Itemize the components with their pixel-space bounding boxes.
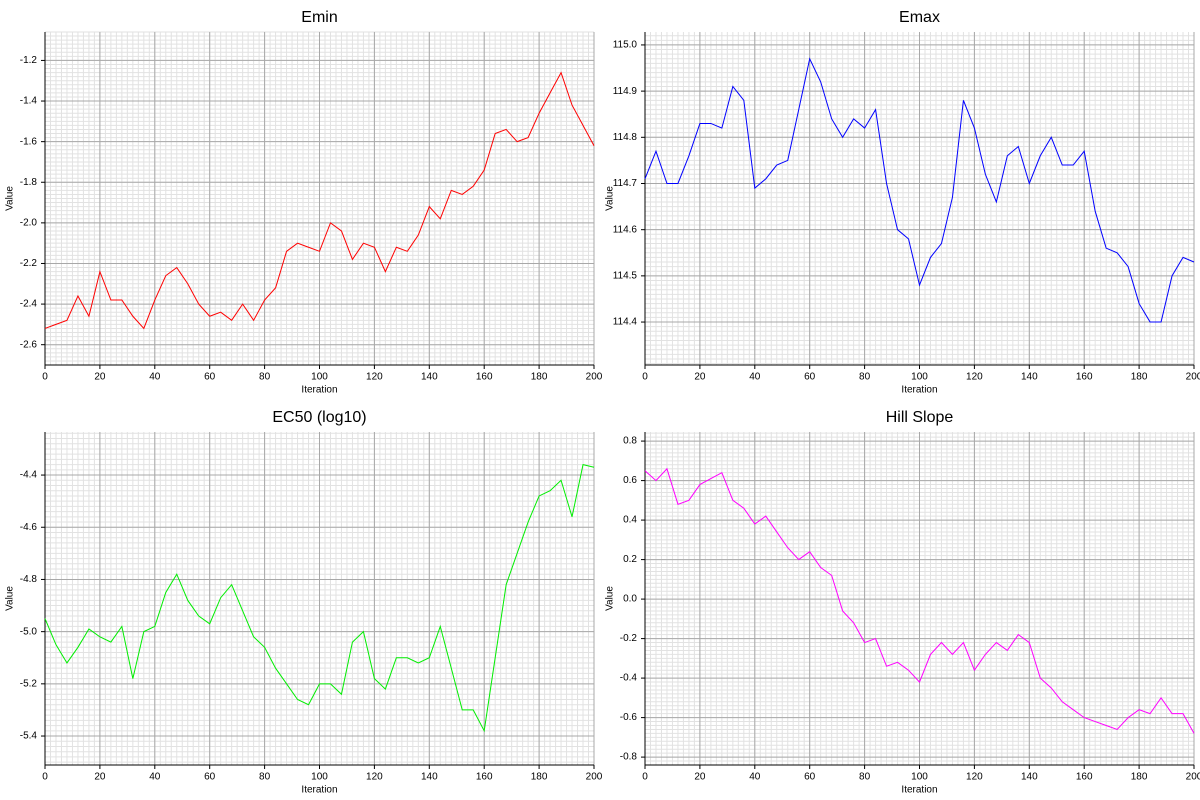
x-tick-label: 60 (204, 772, 216, 783)
y-axis-label: Value (5, 186, 16, 211)
y-tick-label: 114.8 (613, 132, 638, 143)
x-tick-label: 140 (1021, 772, 1038, 783)
x-tick-label: 60 (804, 772, 816, 783)
x-tick-label: 120 (966, 372, 983, 383)
y-tick-label: 115.0 (613, 40, 638, 51)
x-tick-label: 80 (859, 372, 871, 383)
x-tick-label: 20 (694, 772, 706, 783)
x-tick-label: 180 (1131, 372, 1148, 383)
y-tick-label: 114.4 (613, 317, 638, 328)
x-tick-label: 120 (366, 772, 383, 783)
x-tick-label: 0 (42, 372, 48, 383)
x-tick-label: 40 (149, 372, 161, 383)
x-axis-label: Iteration (901, 785, 937, 796)
chart-title: Hill Slope (886, 409, 954, 426)
x-tick-label: 160 (476, 372, 493, 383)
x-tick-label: 180 (1131, 772, 1148, 783)
x-tick-label: 0 (642, 772, 648, 783)
y-tick-label: -2.0 (20, 218, 38, 229)
subplot: 0 20 40 60 80 100 120 140 160 180 200 114.4 114.5 114… (605, 9, 1200, 395)
x-tick-label: 140 (421, 372, 438, 383)
y-axis-label: Value (605, 186, 616, 211)
y-axis-label: Value (5, 586, 16, 611)
x-tick-label: 20 (694, 372, 706, 383)
y-tick-label: -4.8 (20, 574, 38, 585)
y-tick-label: 0.6 (623, 475, 637, 486)
y-tick-label: -5.0 (20, 626, 38, 637)
y-tick-label: -0.8 (620, 752, 638, 763)
y-tick-label: -2.2 (20, 258, 38, 269)
y-tick-label: -2.6 (20, 339, 38, 350)
x-tick-label: 40 (749, 772, 761, 783)
x-tick-label: 140 (421, 772, 438, 783)
y-tick-label: -1.6 (20, 136, 38, 147)
y-tick-label: 114.7 (613, 178, 638, 189)
x-axis-label: Iteration (901, 385, 937, 396)
y-tick-label: 114.5 (613, 271, 638, 282)
data-line (44, 464, 595, 733)
x-tick-label: 140 (1021, 372, 1038, 383)
subplot: 0 20 40 60 80 100 120 140 160 180 200 -2.6 -2.4 -2.2 -… (5, 9, 603, 395)
x-tick-label: 40 (149, 772, 161, 783)
x-tick-label: 200 (586, 772, 603, 783)
x-tick-label: 80 (859, 772, 871, 783)
x-tick-label: 100 (911, 772, 928, 783)
y-tick-label: -0.4 (620, 673, 638, 684)
subplot: 0 20 40 60 80 100 120 140 160 180 200 -0.8 -0.6 -0.4 -… (605, 409, 1200, 795)
subplot: 0 20 40 60 80 100 120 140 160 180 200 -5.4 -5.2 -5.0 -… (5, 409, 603, 795)
y-tick-label: 0.0 (623, 594, 637, 605)
y-tick-label: -4.6 (20, 522, 38, 533)
x-tick-label: 20 (94, 372, 106, 383)
y-tick-label: 0.4 (623, 515, 637, 526)
y-tick-label: -1.2 (20, 55, 38, 66)
data-line (644, 467, 1195, 734)
x-tick-label: 40 (749, 372, 761, 383)
x-axis-label: Iteration (301, 785, 337, 796)
chart-title: EC50 (log10) (272, 409, 366, 426)
x-tick-label: 0 (42, 772, 48, 783)
x-tick-label: 200 (586, 372, 603, 383)
data-line (44, 71, 595, 330)
data-line (644, 57, 1195, 323)
y-tick-label: -5.4 (20, 731, 38, 742)
x-axis-label: Iteration (301, 385, 337, 396)
y-axis-label: Value (605, 586, 616, 611)
y-tick-label: -0.6 (620, 712, 638, 723)
y-tick-label: -1.8 (20, 177, 38, 188)
x-tick-label: 160 (476, 772, 493, 783)
x-tick-label: 160 (1076, 372, 1093, 383)
x-tick-label: 180 (531, 372, 548, 383)
y-tick-label: -5.2 (20, 678, 38, 689)
y-tick-label: -1.4 (20, 96, 38, 107)
x-tick-label: 20 (94, 772, 106, 783)
x-tick-label: 180 (531, 772, 548, 783)
y-tick-label: -2.4 (20, 299, 38, 310)
y-tick-label: -4.4 (20, 470, 38, 481)
x-tick-label: 200 (1186, 372, 1200, 383)
x-tick-label: 160 (1076, 772, 1093, 783)
x-tick-label: 80 (259, 772, 271, 783)
y-tick-label: 0.2 (623, 554, 637, 565)
y-tick-label: 114.6 (613, 224, 638, 235)
chart-title: Emin (301, 9, 337, 26)
x-tick-label: 200 (1186, 772, 1200, 783)
x-tick-label: 120 (366, 372, 383, 383)
x-tick-label: 120 (966, 772, 983, 783)
x-tick-label: 60 (204, 372, 216, 383)
y-tick-label: -0.2 (620, 633, 638, 644)
y-tick-label: 0.8 (623, 436, 637, 447)
x-tick-label: 0 (642, 372, 648, 383)
x-tick-label: 100 (311, 772, 328, 783)
x-tick-label: 80 (259, 372, 271, 383)
x-tick-label: 100 (311, 372, 328, 383)
y-tick-label: 114.9 (613, 86, 638, 97)
chart-title: Emax (899, 9, 940, 26)
x-tick-label: 100 (911, 372, 928, 383)
x-tick-label: 60 (804, 372, 816, 383)
